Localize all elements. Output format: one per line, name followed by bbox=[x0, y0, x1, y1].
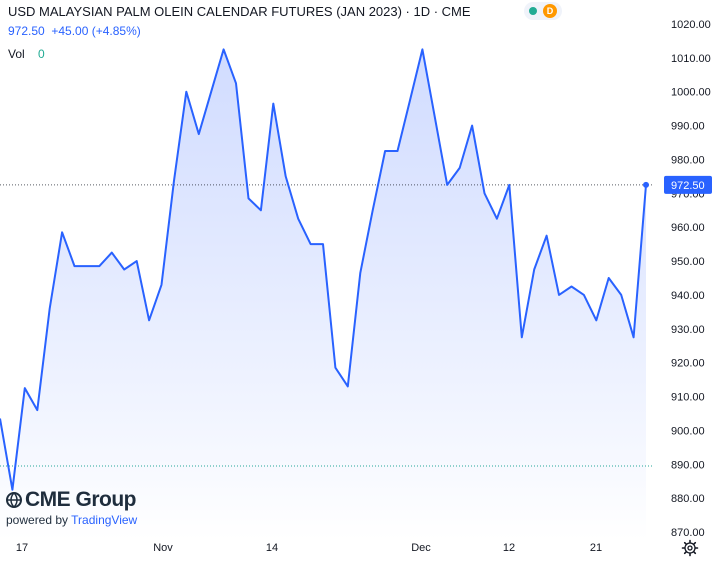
y-axis-tick-label: 890.00 bbox=[671, 459, 705, 471]
area-fill bbox=[0, 49, 646, 541]
y-axis-tick-label: 980.00 bbox=[671, 154, 705, 166]
powered-by-label: powered by bbox=[6, 513, 69, 527]
y-axis-tick-label: 1000.00 bbox=[671, 87, 711, 99]
data-badge-icon: D bbox=[543, 4, 557, 18]
price-series-line bbox=[0, 48, 647, 491]
y-axis-tick-label: 900.00 bbox=[671, 425, 705, 437]
y-axis-tick-label: 990.00 bbox=[671, 121, 705, 133]
gear-icon[interactable] bbox=[681, 539, 699, 557]
y-axis-tick-label: 910.00 bbox=[671, 392, 705, 404]
x-axis-tick-label: 17 bbox=[16, 542, 28, 554]
y-axis-tick-label: 1010.00 bbox=[671, 53, 711, 65]
cme-globe-icon bbox=[6, 492, 22, 508]
volume-readout: Vol 0 bbox=[8, 47, 45, 61]
price-change-readout: 972.50 +45.00 (+4.85%) bbox=[8, 24, 141, 38]
y-axis-tick-label: 1020.00 bbox=[671, 19, 711, 31]
cme-logo[interactable]: CME Group powered by TradingView bbox=[6, 488, 137, 527]
last-price-badge-bg bbox=[664, 175, 712, 194]
y-axis-tick-label: 930.00 bbox=[671, 324, 705, 336]
powered-by: powered by TradingView bbox=[6, 513, 137, 527]
cme-logo-text: CME Group bbox=[25, 488, 137, 511]
x-axis-tick-label: Dec bbox=[411, 542, 431, 554]
market-status-dot-icon bbox=[529, 7, 537, 15]
y-axis-tick-label: 880.00 bbox=[671, 493, 705, 505]
y-axis-tick-label: 870.00 bbox=[671, 527, 705, 539]
volume-label: Vol bbox=[8, 47, 25, 61]
x-axis-tick-label: 21 bbox=[590, 542, 602, 554]
y-axis-tick-label: 920.00 bbox=[671, 358, 705, 370]
last-price-badge-text: 972.50 bbox=[671, 180, 705, 192]
symbol-title[interactable]: USD MALAYSIAN PALM OLEIN CALENDAR FUTURE… bbox=[8, 4, 471, 19]
last-price-badge: 972.50 bbox=[664, 175, 712, 194]
x-axis-tick-label: 14 bbox=[266, 542, 278, 554]
symbol-legend: USD MALAYSIAN PALM OLEIN CALENDAR FUTURE… bbox=[8, 4, 471, 19]
x-axis-tick-label: 12 bbox=[503, 542, 515, 554]
y-axis-tick-label: 940.00 bbox=[671, 290, 705, 302]
y-axis-tick-label: 950.00 bbox=[671, 256, 705, 268]
y-axis-tick-label: 960.00 bbox=[671, 222, 705, 234]
tradingview-link[interactable]: TradingView bbox=[71, 513, 138, 527]
volume-value: 0 bbox=[38, 47, 45, 61]
market-status-pill[interactable]: D bbox=[524, 2, 562, 20]
x-axis-tick-label: Nov bbox=[153, 542, 173, 554]
last-price-point bbox=[643, 181, 649, 188]
